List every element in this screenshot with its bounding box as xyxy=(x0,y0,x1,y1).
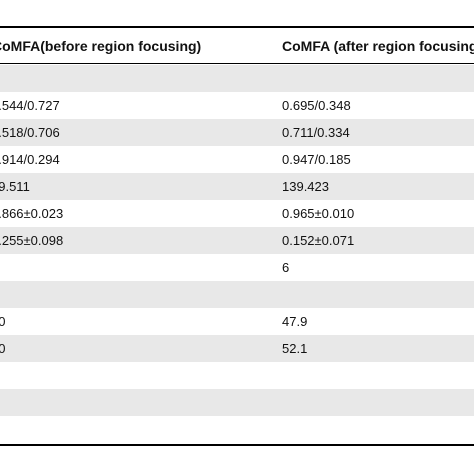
table-row: 0.518/0.706 0.711/0.334 xyxy=(0,119,474,146)
table-row: 0.914/0.294 0.947/0.185 xyxy=(0,146,474,173)
table-bottom-rule xyxy=(0,444,474,446)
cell-after-value: 0.947/0.185 xyxy=(282,152,351,167)
cell-before-value: 0.914/0.294 xyxy=(0,152,60,167)
header-after-region-focusing: CoMFA (after region focusing) xyxy=(282,38,474,54)
cell-before-value: 50 xyxy=(0,341,6,356)
table-row: 79.511 139.423 xyxy=(0,173,474,200)
table-row xyxy=(0,416,474,443)
table-row: 6 xyxy=(0,254,474,281)
table-row: 0.866±0.023 0.965±0.010 xyxy=(0,200,474,227)
table-row: 0.544/0.727 0.695/0.348 xyxy=(0,92,474,119)
table-row: 50 52.1 xyxy=(0,335,474,362)
cell-after-value: 139.423 xyxy=(282,179,329,194)
cell-after-value: 0.965±0.010 xyxy=(282,206,355,221)
table-header-row: CoMFA(before region focusing) CoMFA (aft… xyxy=(0,28,474,63)
cell-before-value: 0.866±0.023 xyxy=(0,206,64,221)
table-row xyxy=(0,362,474,389)
header-before-region-focusing: CoMFA(before region focusing) xyxy=(0,38,202,54)
table-row: 0.255±0.098 0.152±0.071 xyxy=(0,227,474,254)
cell-before-value: 0.518/0.706 xyxy=(0,125,60,140)
table-row xyxy=(0,389,474,416)
cell-after-value: 0.695/0.348 xyxy=(282,98,351,113)
cell-after-value: 0.711/0.334 xyxy=(282,125,350,140)
table-row xyxy=(0,281,474,308)
cell-after-value: 52.1 xyxy=(282,341,308,356)
table-top-rule xyxy=(0,26,474,28)
cell-after-value: 0.152±0.071 xyxy=(282,233,355,248)
cell-after-value: 47.9 xyxy=(282,314,308,329)
table-row: 50 47.9 xyxy=(0,308,474,335)
cell-before-value: 79.511 xyxy=(0,179,30,194)
table-row xyxy=(0,65,474,92)
cell-before-value: 0.255±0.098 xyxy=(0,233,64,248)
cell-before-value: 0.544/0.727 xyxy=(0,98,60,113)
table-header-rule xyxy=(0,63,474,64)
cell-after-value: 6 xyxy=(282,260,290,275)
cell-before-value: 50 xyxy=(0,314,6,329)
